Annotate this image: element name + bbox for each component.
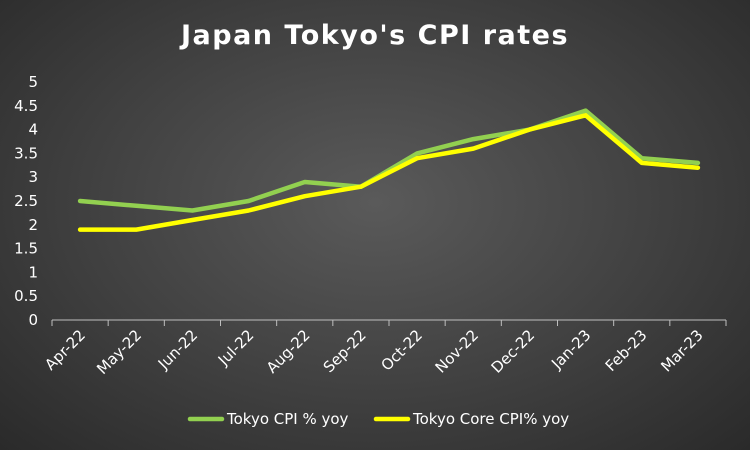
axes: 0 0.5 1 1.5 2 2.5 3 3.5 4 4.5 5 Apr-22 May-22 Jun-22 J…	[14, 73, 727, 378]
x-tick-label: May-22	[93, 326, 145, 378]
y-tick-label: 4.5	[14, 97, 38, 115]
y-tick-label: 3.5	[14, 144, 38, 162]
x-tick-label: Feb-23	[602, 326, 651, 375]
legend: Tokyo CPI % yoy Tokyo Core CPI% yoy	[187, 410, 569, 428]
legend-label-1: Tokyo CPI % yoy	[226, 410, 349, 428]
x-tick-label: Oct-22	[378, 326, 426, 374]
y-tick-label: 0.5	[14, 287, 38, 305]
series-line-2	[77, 113, 701, 232]
x-tick-label: Mar-23	[657, 326, 706, 375]
legend-label-2: Tokyo Core CPI% yoy	[412, 410, 569, 428]
x-tick-label: Jul-22	[214, 326, 258, 370]
x-tick-label: Dec-22	[488, 326, 539, 377]
x-tick-label: Jan-23	[547, 326, 594, 373]
x-tick-label: Jun-22	[154, 326, 201, 373]
x-tick-label: Nov-22	[432, 326, 482, 376]
y-tick-label: 0	[28, 311, 38, 329]
series-line-1	[77, 108, 701, 213]
x-tick-label: Aug-22	[263, 326, 314, 377]
y-tick-label: 1.5	[14, 240, 38, 258]
y-tick-label: 4	[28, 121, 38, 139]
y-tick-label: 5	[28, 73, 38, 91]
y-tick-label: 2.5	[14, 192, 38, 210]
y-tick-label: 1	[28, 263, 38, 281]
y-tick-label: 3	[28, 168, 38, 186]
x-tick-label: Sep-22	[320, 326, 370, 376]
chart-title: Japan Tokyo's CPI rates	[180, 20, 570, 51]
x-tick-label: Apr-22	[41, 326, 89, 374]
y-tick-label: 2	[28, 216, 38, 234]
series-layer	[77, 108, 701, 232]
